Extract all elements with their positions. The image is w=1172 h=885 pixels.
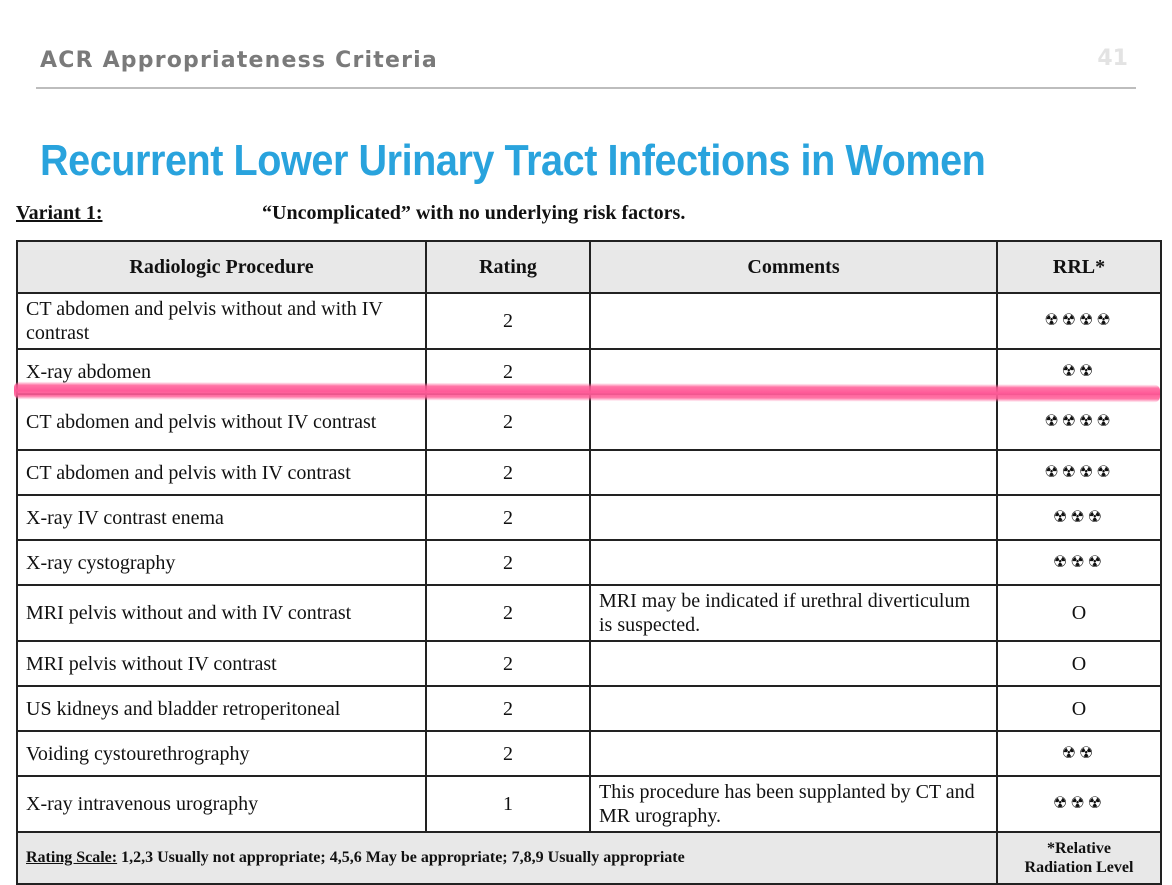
page-title: Recurrent Lower Urinary Tract Infections…	[40, 136, 986, 185]
radiation-level-icons: ☢☢☢☢	[996, 449, 1162, 496]
variant-description: “Uncomplicated” with no underlying risk …	[262, 202, 686, 224]
comment-cell	[589, 640, 998, 687]
procedure-cell: MRI pelvis without IV contrast	[16, 640, 427, 687]
rating-scale-text: 1,2,3 Usually not appropriate; 4,5,6 May…	[117, 849, 685, 867]
table-row: CT abdomen and pelvis without IV contras…	[16, 393, 1162, 451]
rating-scale-note: Rating Scale: 1,2,3 Usually not appropri…	[16, 831, 998, 885]
procedure-cell: CT abdomen and pelvis without IV contras…	[16, 393, 427, 451]
variant-label: Variant 1:	[16, 202, 103, 224]
rating-cell: 2	[425, 640, 591, 687]
procedure-cell: X-ray IV contrast enema	[16, 494, 427, 541]
table-row: MRI pelvis without IV contrast 2 O	[16, 640, 1162, 687]
table-row: US kidneys and bladder retroperitoneal 2…	[16, 685, 1162, 732]
table-row: CT abdomen and pelvis without and with I…	[16, 292, 1162, 350]
radiation-level-none: O	[996, 640, 1162, 687]
procedure-cell: CT abdomen and pelvis with IV contrast	[16, 449, 427, 496]
radiation-level-icons: ☢☢☢	[996, 494, 1162, 541]
rating-cell: 2	[425, 393, 591, 451]
radiation-level-icons: ☢☢	[996, 730, 1162, 777]
document-header: ACR Appropriateness Criteria	[40, 48, 438, 73]
header-divider	[36, 87, 1136, 89]
column-header-procedure: Radiologic Procedure	[16, 240, 427, 294]
table-row: X-ray cystography 2 ☢☢☢	[16, 539, 1162, 586]
comment-cell	[589, 494, 998, 541]
rrl-legend-line1: *Relative	[1047, 839, 1111, 857]
comment-cell	[589, 539, 998, 586]
rating-scale-label: Rating Scale:	[26, 849, 118, 867]
table-row: X-ray intravenous urography 1 This proce…	[16, 775, 1162, 833]
page-number: 41	[1097, 46, 1128, 71]
table-row: MRI pelvis without and with IV contrast …	[16, 584, 1162, 642]
radiation-level-none: O	[996, 685, 1162, 732]
radiation-level-icons: ☢☢☢☢	[996, 393, 1162, 451]
highlighter-strike-mark	[13, 381, 1161, 403]
comment-cell	[589, 685, 998, 732]
table-header-row: Radiologic Procedure Rating Comments RRL…	[16, 240, 1162, 294]
column-header-rrl: RRL*	[996, 240, 1162, 294]
table-row: Voiding cystourethrography 2 ☢☢	[16, 730, 1162, 777]
procedure-cell: X-ray intravenous urography	[16, 775, 427, 833]
rating-cell: 2	[425, 730, 591, 777]
rating-cell: 2	[425, 584, 591, 642]
rrl-legend: *Relative Radiation Level	[996, 831, 1162, 885]
radiation-level-icons: ☢☢☢	[996, 775, 1162, 833]
radiation-level-none: O	[996, 584, 1162, 642]
comment-cell	[589, 393, 998, 451]
comment-cell	[589, 730, 998, 777]
procedure-cell: MRI pelvis without and with IV contrast	[16, 584, 427, 642]
column-header-rating: Rating	[425, 240, 591, 294]
column-header-comments: Comments	[589, 240, 998, 294]
table-footer-row: Rating Scale: 1,2,3 Usually not appropri…	[16, 831, 1162, 885]
table-row: X-ray IV contrast enema 2 ☢☢☢	[16, 494, 1162, 541]
radiation-level-icons: ☢☢☢	[996, 539, 1162, 586]
procedure-cell: US kidneys and bladder retroperitoneal	[16, 685, 427, 732]
rating-cell: 2	[425, 292, 591, 350]
table-row: CT abdomen and pelvis with IV contrast 2…	[16, 449, 1162, 496]
rating-cell: 2	[425, 685, 591, 732]
radiation-level-icons: ☢☢☢☢	[996, 292, 1162, 350]
comment-cell: This procedure has been supplanted by CT…	[589, 775, 998, 833]
rating-cell: 2	[425, 539, 591, 586]
procedure-cell: Voiding cystourethrography	[16, 730, 427, 777]
rrl-legend-line2: Radiation Level	[1024, 859, 1134, 876]
comment-cell: MRI may be indicated if urethral diverti…	[589, 584, 998, 642]
procedure-cell: X-ray cystography	[16, 539, 427, 586]
procedure-cell: CT abdomen and pelvis without and with I…	[16, 292, 427, 350]
criteria-table: Radiologic Procedure Rating Comments RRL…	[16, 240, 1162, 885]
rating-cell: 2	[425, 449, 591, 496]
comment-cell	[589, 292, 998, 350]
rating-cell: 1	[425, 775, 591, 833]
rating-cell: 2	[425, 494, 591, 541]
comment-cell	[589, 449, 998, 496]
